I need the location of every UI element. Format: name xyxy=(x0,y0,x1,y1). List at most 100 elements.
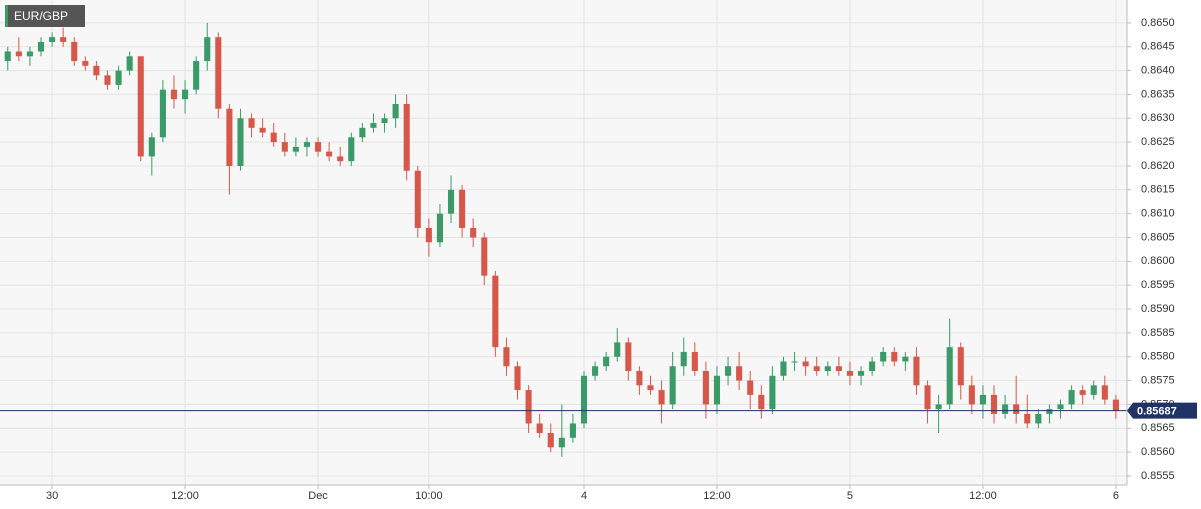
candle-body xyxy=(702,371,709,405)
x-tick-label: 12:00 xyxy=(703,490,731,502)
candle-body xyxy=(270,132,277,143)
candle-body xyxy=(170,89,178,100)
candle-body xyxy=(1057,404,1064,410)
candle-body xyxy=(835,366,842,372)
y-tick-label: 0.8585 xyxy=(1141,327,1175,339)
candle-body xyxy=(381,118,388,124)
candles xyxy=(0,22,1127,457)
candle-body xyxy=(669,366,676,405)
candle-body xyxy=(459,189,466,228)
candle-body xyxy=(49,37,56,42)
candle-body xyxy=(71,41,78,62)
candle-body xyxy=(824,366,831,372)
candle-body xyxy=(82,61,89,66)
candle-body xyxy=(104,75,111,85)
x-tick-label: 12:00 xyxy=(969,490,997,502)
candle-body xyxy=(60,37,67,42)
candle-body xyxy=(492,275,499,348)
candle-body xyxy=(979,394,986,405)
candle-body xyxy=(1068,390,1075,405)
grid xyxy=(0,0,1127,485)
candle-body xyxy=(968,385,975,405)
candle-body xyxy=(1013,404,1020,414)
candle-body xyxy=(281,142,288,152)
y-tick-label: 0.8650 xyxy=(1141,17,1175,29)
candle-body xyxy=(725,366,732,376)
candle-body xyxy=(4,51,11,62)
x-tick-label: 10:00 xyxy=(415,490,443,502)
candle-body xyxy=(525,390,532,424)
candle-body xyxy=(758,394,765,410)
candle-body xyxy=(580,375,588,424)
candle-body xyxy=(802,361,809,367)
candle-body xyxy=(159,89,166,138)
x-tick-label: 12:00 xyxy=(171,490,199,502)
candle-body xyxy=(447,189,455,214)
candle-body xyxy=(1112,399,1119,411)
candle-body xyxy=(370,123,377,128)
x-tick-label: 5 xyxy=(847,490,853,502)
candle-body xyxy=(337,156,344,162)
candle-body xyxy=(514,366,521,391)
candle-body xyxy=(326,151,333,157)
candle-body xyxy=(226,108,233,166)
plot-area xyxy=(0,0,1127,485)
candle-body xyxy=(93,65,100,76)
candle-body xyxy=(126,56,133,71)
y-tick-label: 0.8620 xyxy=(1141,160,1175,172)
y-tick-label: 0.8590 xyxy=(1141,303,1175,315)
candle-body xyxy=(1046,409,1053,414)
candle-body xyxy=(913,356,920,386)
title-badge xyxy=(5,5,85,27)
last-price-badge xyxy=(1127,402,1197,419)
candle-body xyxy=(414,170,421,228)
candle-body xyxy=(569,423,576,438)
candle-body xyxy=(957,347,964,386)
candle-body xyxy=(503,347,510,367)
candle-body xyxy=(193,61,200,90)
candle-body xyxy=(658,390,665,405)
candle-body xyxy=(137,56,144,157)
candle-body xyxy=(1079,390,1086,395)
y-tick-label: 0.8645 xyxy=(1141,41,1175,53)
candle-body xyxy=(713,375,721,405)
candle-body xyxy=(292,146,299,152)
chart-title: EUR/GBP xyxy=(14,9,68,23)
axis-labels: 0.85550.85600.85650.85700.85750.85800.85… xyxy=(46,17,1197,502)
candle-body xyxy=(736,366,743,381)
candle-body xyxy=(1101,385,1108,400)
candle-body xyxy=(680,351,687,367)
candle-body xyxy=(1035,413,1042,424)
y-tick-label: 0.8640 xyxy=(1141,64,1175,76)
candle-body xyxy=(148,137,155,157)
y-tick-label: 0.8630 xyxy=(1141,112,1175,124)
candle-body xyxy=(37,41,45,52)
candle-body xyxy=(869,361,876,372)
candle-body xyxy=(248,118,255,128)
candle-body xyxy=(946,347,953,405)
candle-body xyxy=(436,213,443,243)
candle-body xyxy=(747,380,754,395)
candle-body xyxy=(880,351,887,362)
candle-body xyxy=(348,137,355,162)
candle-body xyxy=(935,404,942,410)
candle-body xyxy=(403,103,410,171)
x-tick-label: 4 xyxy=(581,490,587,502)
candle-body xyxy=(359,127,366,138)
y-tick-label: 0.8610 xyxy=(1141,208,1175,220)
candle-body xyxy=(846,371,854,376)
candle-body xyxy=(592,366,599,376)
x-tick-label: 6 xyxy=(1113,490,1119,502)
y-tick-label: 0.8560 xyxy=(1141,446,1175,458)
candle-body xyxy=(558,437,565,448)
candle-body xyxy=(791,361,798,363)
last-price-label: 0.85687 xyxy=(1137,406,1177,418)
candle-body xyxy=(691,351,698,372)
candle-body xyxy=(26,51,33,57)
y-tick-label: 0.8605 xyxy=(1141,231,1175,243)
candle-body xyxy=(614,342,621,357)
y-tick-label: 0.8625 xyxy=(1141,136,1175,148)
candle-body xyxy=(470,227,477,238)
